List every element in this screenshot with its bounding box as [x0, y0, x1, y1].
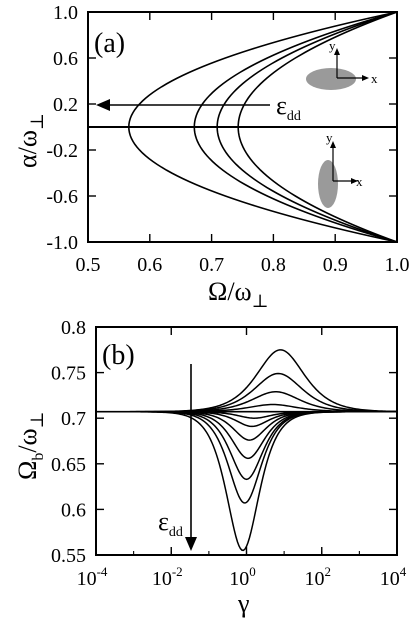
panel-a-epsilon-label: ε	[276, 91, 287, 120]
panel-b-epsilon-annotation: εdd	[158, 364, 197, 551]
panel-b-xlabel: γ	[237, 589, 250, 618]
panel-a-ytick-label: -0.6	[46, 186, 78, 208]
panel-a-xtick-label: 0.8	[261, 254, 286, 276]
panel-b-curve-11	[96, 410, 397, 552]
panel-b-xtick-label: 104	[380, 564, 407, 590]
panel-b-ytick-label: 0.55	[51, 545, 86, 567]
panel-a-ytick-label: 0.2	[53, 94, 78, 116]
panel-b-curves	[96, 349, 398, 552]
panel-a-inset-horizontal: y x	[306, 38, 378, 90]
panel-a-xlabel: Ω/ω⊥	[208, 277, 269, 311]
inset-top-x-label: x	[371, 71, 378, 86]
panel-a-epsilon-sub: dd	[287, 109, 301, 124]
panel-a: 0.5 0.6 0.7 0.8 0.9 1.01.00.60.2-0.2-0.6-1.0 …	[13, 2, 409, 311]
panel-a-ticks: 0.5 0.6 0.7 0.8 0.9 1.0 1.0 0.6 0.2 -0.2 -0.6 -1.0	[46, 2, 409, 276]
svg-text:εdd: εdd	[158, 507, 183, 540]
ellipse-vertical-icon	[318, 160, 338, 208]
panel-a-ytick-label: -0.2	[46, 140, 78, 162]
panel-b-curve-2	[96, 372, 398, 413]
panel-b-curve-5	[96, 410, 397, 419]
panel-b-curve-6	[96, 410, 397, 428]
inset-bottom-x-label: x	[356, 174, 363, 189]
panel-b-ytick-label: 0.6	[61, 499, 86, 521]
panel-b-ticks: 10-4 10-2 100 102 104 0.8 0.75 0.7 0.65 0.6 0.55	[51, 317, 407, 590]
panel-a-xtick-label: 0.6	[137, 254, 162, 276]
panel-a-xtick-label: 0.5	[76, 254, 101, 276]
panel-a-inset-vertical: y x	[318, 130, 363, 208]
panel-a-xtick-label: 0.9	[323, 254, 348, 276]
panel-a-ytick-label: 0.6	[53, 48, 78, 70]
panel-a-ytick-label: 1.0	[53, 2, 78, 24]
panel-a-epsilon-annotation: εdd	[96, 91, 301, 124]
panel-b-xtick-label: 100	[229, 564, 256, 590]
panel-b-ytick-label: 0.75	[51, 363, 86, 385]
panel-b-curve-8	[96, 410, 397, 460]
panel-b-epsilon-sub: dd	[169, 525, 183, 540]
panel-a-xtick-label: 0.7	[199, 254, 224, 276]
panel-b-xtick-label: 10-4	[77, 564, 108, 590]
svg-text:εdd: εdd	[276, 91, 301, 124]
panel-b-curve-9	[96, 410, 397, 481]
panel-b-epsilon-label: ε	[158, 507, 169, 536]
inset-bottom-y-label: y	[326, 130, 333, 145]
panel-b-frame	[95, 326, 398, 556]
panel-b-ytick-label: 0.65	[51, 454, 86, 476]
ellipse-horizontal-icon	[306, 68, 356, 90]
inset-top-y-label: y	[329, 38, 336, 53]
panel-a-label: (a)	[94, 28, 125, 59]
panel-a-xtick-label: 1.0	[385, 254, 409, 276]
panel-a-ytick-label: -1.0	[46, 232, 78, 254]
panel-a-ylabel: α/ω⊥	[13, 113, 47, 168]
panel-b-label: (b)	[102, 340, 135, 371]
panel-b-xtick-label: 102	[305, 564, 332, 590]
panel-b-ytick-label: 0.7	[61, 408, 86, 430]
panel-b-ytick-label: 0.8	[61, 317, 86, 339]
panel-b-xtick-label: 10-2	[152, 564, 183, 590]
panel-b: 10-4 10-2 100 102 104 0.8 0.75 0.7 0.65 0.6 0.55 (…	[13, 317, 407, 618]
panel-b-ylabel: Ωb/ω⊥	[13, 411, 47, 480]
panel-a-frame	[87, 11, 398, 243]
